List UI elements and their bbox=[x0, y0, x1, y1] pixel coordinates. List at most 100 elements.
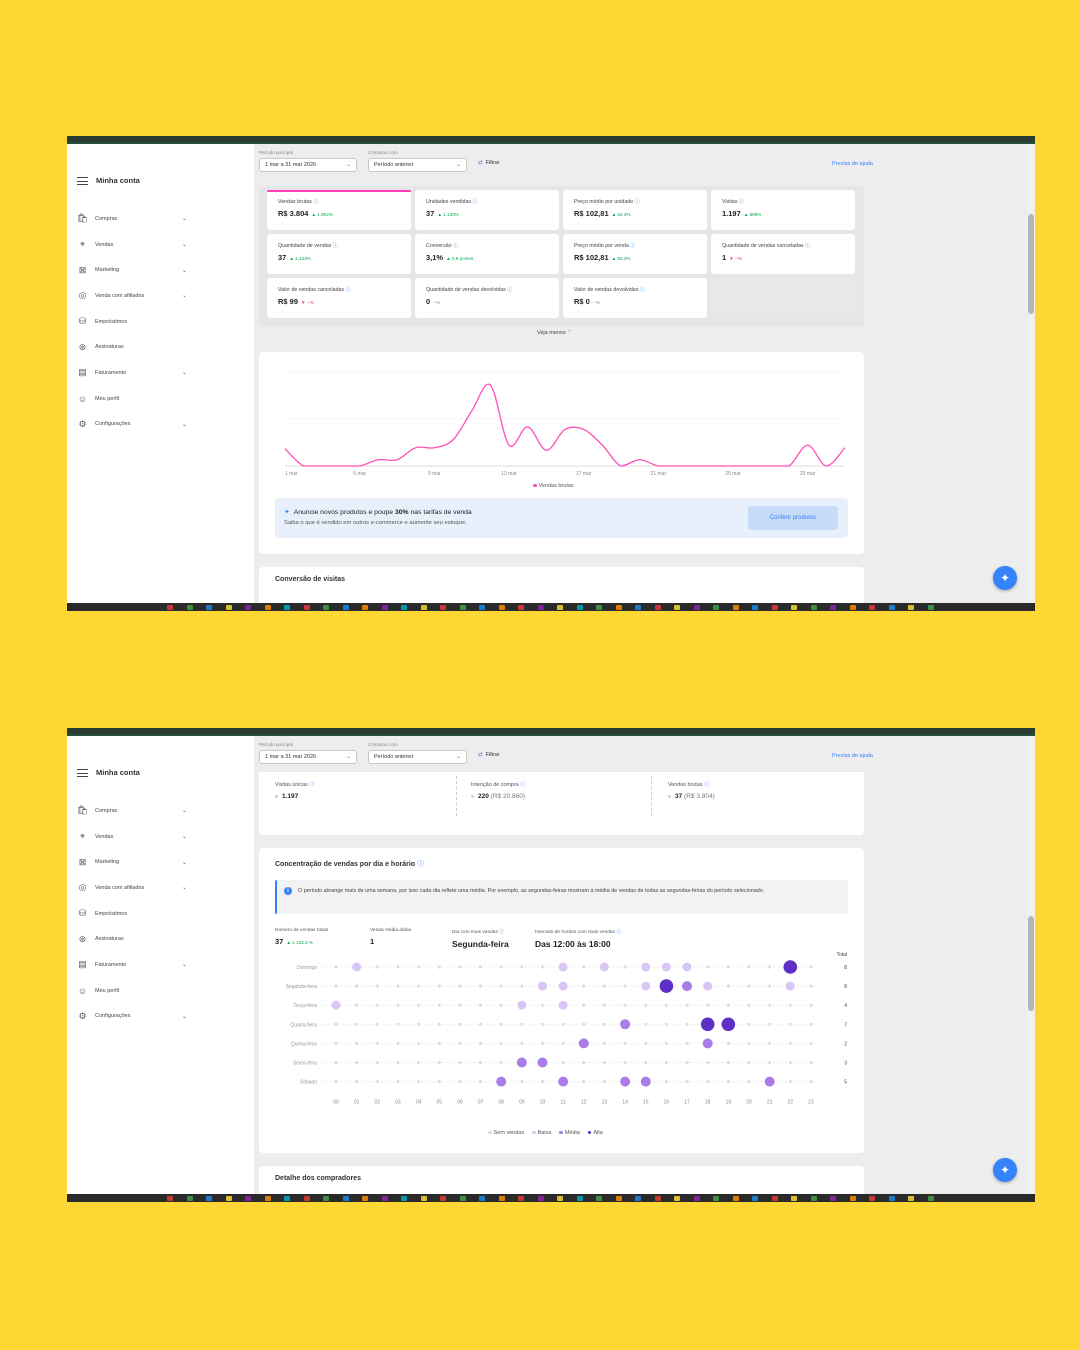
check-products-button[interactable]: Conferir produtos bbox=[748, 506, 838, 530]
taskbar-app-icon[interactable] bbox=[713, 1196, 719, 1201]
taskbar-app-icon[interactable] bbox=[518, 1196, 524, 1201]
taskbar-app-icon[interactable] bbox=[927, 1196, 934, 1201]
taskbar-app-icon[interactable] bbox=[264, 1196, 271, 1201]
taskbar-app-icon[interactable] bbox=[830, 1196, 836, 1201]
sidebar-item[interactable]: ⚙ Configurações ⌄ bbox=[77, 412, 187, 438]
taskbar-app-icon[interactable] bbox=[888, 1196, 895, 1201]
taskbar-app-icon[interactable] bbox=[284, 1196, 290, 1201]
taskbar-app-icon[interactable] bbox=[206, 1196, 212, 1201]
sidebar-item[interactable]: ⌖ Vendas ⌄ bbox=[77, 824, 187, 850]
taskbar-app-icon[interactable] bbox=[245, 605, 251, 610]
taskbar-app-icon[interactable] bbox=[362, 1196, 368, 1201]
taskbar-app-icon[interactable] bbox=[576, 605, 583, 610]
heatmap-cell[interactable] bbox=[659, 979, 674, 993]
taskbar-app-icon[interactable] bbox=[908, 1196, 914, 1201]
heatmap-cell[interactable] bbox=[764, 1076, 775, 1087]
scrollbar-thumb[interactable] bbox=[1028, 214, 1034, 314]
taskbar-app-icon[interactable] bbox=[615, 1196, 622, 1201]
taskbar-app-icon[interactable] bbox=[810, 605, 817, 610]
sidebar-item[interactable]: ⛁ Empréstimos bbox=[77, 901, 187, 927]
taskbar-app-icon[interactable] bbox=[420, 1196, 427, 1201]
sidebar-item[interactable]: ◎ Venda com afiliados ⌄ bbox=[77, 875, 187, 901]
assistant-button[interactable]: ✦ bbox=[993, 1158, 1017, 1182]
taskbar-app-icon[interactable] bbox=[596, 1196, 602, 1201]
sidebar-item[interactable]: ⛁ Empréstimos bbox=[77, 309, 187, 335]
taskbar-app-icon[interactable] bbox=[810, 1196, 817, 1201]
heatmap-cell[interactable] bbox=[578, 1038, 589, 1049]
sidebar-item[interactable]: ▤ Faturamento ⌄ bbox=[77, 952, 187, 978]
taskbar-app-icon[interactable] bbox=[693, 1196, 700, 1201]
taskbar-app-icon[interactable] bbox=[440, 605, 446, 610]
taskbar-app-icon[interactable] bbox=[401, 605, 407, 610]
sidebar-item[interactable]: ⊠ Marketing ⌄ bbox=[77, 849, 187, 875]
taskbar-app-icon[interactable] bbox=[459, 1196, 466, 1201]
taskbar-app-icon[interactable] bbox=[869, 1196, 875, 1201]
compare-select[interactable]: Período anterior ⌄ bbox=[368, 158, 467, 172]
menu-icon[interactable] bbox=[77, 768, 88, 777]
scrollbar[interactable] bbox=[1027, 144, 1035, 603]
heatmap-cell[interactable] bbox=[558, 981, 568, 991]
taskbar-app-icon[interactable] bbox=[206, 605, 212, 610]
taskbar-app-icon[interactable] bbox=[771, 1196, 778, 1201]
taskbar-app-icon[interactable] bbox=[264, 605, 271, 610]
heatmap-cell[interactable] bbox=[352, 962, 362, 972]
sidebar-item[interactable]: ◎ Venda com afiliados ⌄ bbox=[77, 283, 187, 309]
sidebar-item[interactable]: ⊠ Marketing ⌄ bbox=[77, 257, 187, 283]
heatmap-cell[interactable] bbox=[702, 1038, 713, 1049]
sidebar-item[interactable]: 🛍 Compras ⌄ bbox=[77, 798, 187, 824]
sidebar-item[interactable]: ⊛ Assinaturas bbox=[77, 334, 187, 360]
scrollbar[interactable] bbox=[1027, 736, 1035, 1194]
metric-card[interactable]: Preço médio por unidade ⓘ R$ 102,81 ▲ 62,3… bbox=[563, 190, 707, 230]
heatmap-cell[interactable] bbox=[703, 981, 713, 991]
heatmap-cell[interactable] bbox=[682, 981, 693, 992]
taskbar-app-icon[interactable] bbox=[362, 605, 368, 610]
taskbar-app-icon[interactable] bbox=[908, 605, 914, 610]
heatmap-cell[interactable] bbox=[599, 962, 609, 972]
heatmap-cell[interactable] bbox=[517, 1000, 527, 1010]
heatmap-cell[interactable] bbox=[721, 1017, 736, 1032]
compare-select[interactable]: Período anterior ⌄ bbox=[368, 750, 467, 764]
taskbar-app-icon[interactable] bbox=[186, 605, 193, 610]
taskbar-app-icon[interactable] bbox=[732, 605, 739, 610]
metric-card[interactable]: Preço médio por venda ⓘ R$ 102,81 ▲ 62,3% bbox=[563, 234, 707, 274]
sidebar-item[interactable]: ☺ Meu perfil bbox=[77, 386, 187, 412]
taskbar-app-icon[interactable] bbox=[518, 605, 524, 610]
taskbar-app-icon[interactable] bbox=[927, 605, 934, 610]
sidebar-item[interactable]: ▤ Faturamento ⌄ bbox=[77, 360, 187, 386]
taskbar-app-icon[interactable] bbox=[576, 1196, 583, 1201]
heatmap-cell[interactable] bbox=[641, 981, 651, 991]
menu-icon[interactable] bbox=[77, 176, 88, 185]
taskbar-app-icon[interactable] bbox=[323, 605, 329, 610]
metric-card[interactable]: Visitas ⓘ 1.197 ▲ 898% bbox=[711, 190, 855, 230]
taskbar-app-icon[interactable] bbox=[557, 1196, 563, 1201]
taskbar-app-icon[interactable] bbox=[381, 605, 388, 610]
metric-card[interactable]: Quantidade de vendas devolvidas ⓘ 0 --% bbox=[415, 278, 559, 318]
taskbar-app-icon[interactable] bbox=[401, 1196, 407, 1201]
taskbar-app-icon[interactable] bbox=[596, 605, 602, 610]
taskbar-app-icon[interactable] bbox=[830, 605, 836, 610]
heatmap-cell[interactable] bbox=[496, 1076, 507, 1087]
sidebar-item[interactable]: ⌖ Vendas ⌄ bbox=[77, 232, 187, 258]
taskbar-app-icon[interactable] bbox=[732, 1196, 739, 1201]
heatmap-cell[interactable] bbox=[785, 981, 795, 991]
sidebar-item[interactable]: ⚙ Configurações ⌄ bbox=[77, 1004, 187, 1030]
taskbar-app-icon[interactable] bbox=[557, 605, 563, 610]
metric-card[interactable]: Quantidade de vendas ⓘ 37 ▲ 1.133% bbox=[267, 234, 411, 274]
taskbar-app-icon[interactable] bbox=[186, 1196, 193, 1201]
taskbar-app-icon[interactable] bbox=[713, 605, 719, 610]
sidebar-item[interactable]: ☺ Meu perfil bbox=[77, 978, 187, 1004]
metric-card[interactable]: Conversão ⓘ 3,1% ▲ 0,8 pontos bbox=[415, 234, 559, 274]
metric-card[interactable]: Valor de vendas devolvidas ⓘ R$ 0 --% bbox=[563, 278, 707, 318]
taskbar-app-icon[interactable] bbox=[615, 605, 622, 610]
taskbar-app-icon[interactable] bbox=[342, 1196, 349, 1201]
see-less-toggle[interactable]: Veja menos ⌃ bbox=[537, 330, 572, 336]
heatmap-cell[interactable] bbox=[682, 962, 692, 972]
taskbar-app-icon[interactable] bbox=[245, 1196, 251, 1201]
metric-card[interactable]: Quantidade de vendas canceladas ⓘ 1 ▼ --% bbox=[711, 234, 855, 274]
taskbar-app-icon[interactable] bbox=[849, 605, 856, 610]
taskbar-app-icon[interactable] bbox=[635, 605, 641, 610]
taskbar-app-icon[interactable] bbox=[674, 605, 680, 610]
help-link[interactable]: Precisa de ajuda bbox=[832, 753, 873, 759]
taskbar-app-icon[interactable] bbox=[440, 1196, 446, 1201]
filter-button[interactable]: ⇄ Filtrar bbox=[478, 752, 500, 758]
